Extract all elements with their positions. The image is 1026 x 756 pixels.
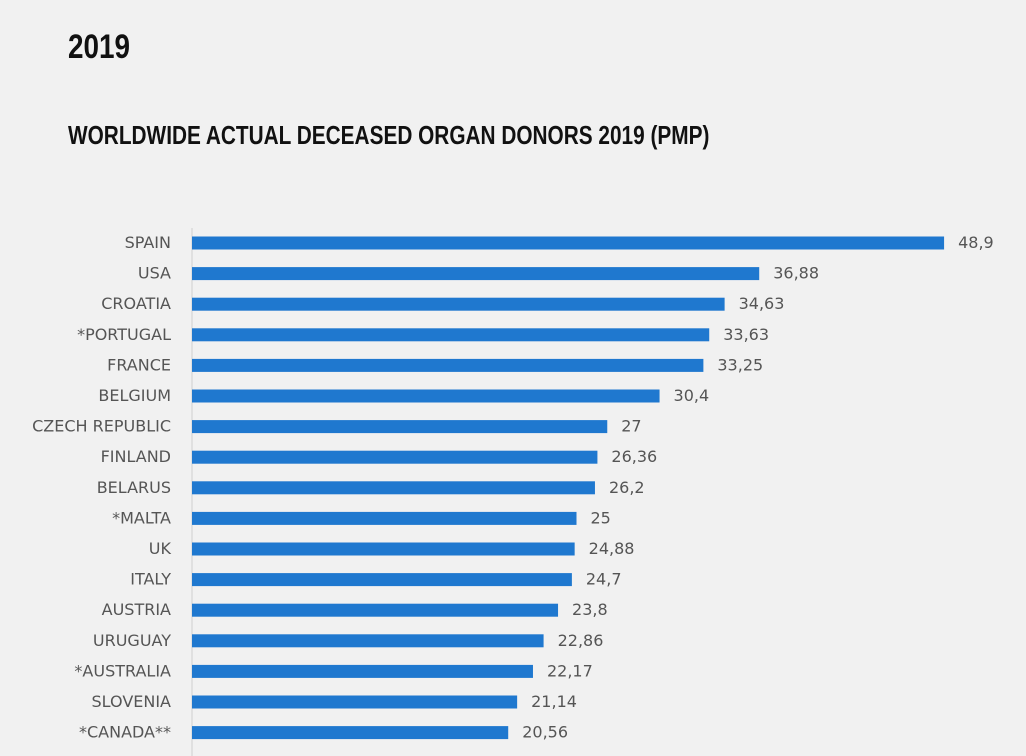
category-label: SPAIN <box>125 233 171 252</box>
category-label: URUGUAY <box>93 631 171 650</box>
category-label: SLOVENIA <box>92 692 172 711</box>
category-label: *MALTA <box>112 508 171 527</box>
bar <box>192 511 577 525</box>
bar <box>192 603 559 617</box>
category-label: UK <box>149 539 172 558</box>
value-label: 34,63 <box>739 294 785 313</box>
bar <box>192 542 575 556</box>
category-label: *AUSTRALIA <box>74 661 171 680</box>
bar <box>192 573 572 587</box>
category-label: AUSTRIA <box>102 600 171 619</box>
bar <box>192 664 533 678</box>
chart-title: WORLDWIDE ACTUAL DECEASED ORGAN DONORS 2… <box>68 120 710 150</box>
category-label: USA <box>138 264 171 283</box>
bar <box>192 726 509 740</box>
value-label: 22,86 <box>558 631 604 650</box>
value-label: 21,14 <box>531 692 577 711</box>
value-label: 24,88 <box>589 539 635 558</box>
value-label: 36,88 <box>773 264 819 283</box>
bar <box>192 297 725 311</box>
bar <box>192 236 945 250</box>
category-label: *PORTUGAL <box>77 325 171 344</box>
value-label: 25 <box>591 508 611 527</box>
bar <box>192 450 598 464</box>
value-label: 24,7 <box>586 570 622 589</box>
category-label: BELGIUM <box>98 386 171 405</box>
category-label: CROATIA <box>101 294 171 313</box>
value-label: 27 <box>621 417 641 436</box>
bar <box>192 420 608 434</box>
bar <box>192 328 710 342</box>
bar <box>192 634 544 648</box>
category-label: CZECH REPUBLIC <box>32 417 171 436</box>
category-label: FINLAND <box>101 447 171 466</box>
value-label: 26,36 <box>611 447 657 466</box>
value-label: 22,17 <box>547 661 593 680</box>
bar <box>192 695 518 709</box>
bar <box>192 389 660 403</box>
value-label: 33,25 <box>717 355 763 374</box>
bar <box>192 267 760 281</box>
value-label: 30,4 <box>674 386 710 405</box>
category-label: *CANADA** <box>79 723 171 742</box>
value-label: 48,9 <box>958 233 994 252</box>
category-label: FRANCE <box>107 355 171 374</box>
category-label: ITALY <box>130 570 171 589</box>
page-heading: 2019 <box>68 28 131 66</box>
value-label: 20,56 <box>522 723 568 742</box>
category-label: BELARUS <box>97 478 171 497</box>
value-label: 23,8 <box>572 600 608 619</box>
value-label: 26,2 <box>609 478 645 497</box>
bar <box>192 481 595 495</box>
value-label: 33,63 <box>723 325 769 344</box>
bar <box>192 358 704 372</box>
